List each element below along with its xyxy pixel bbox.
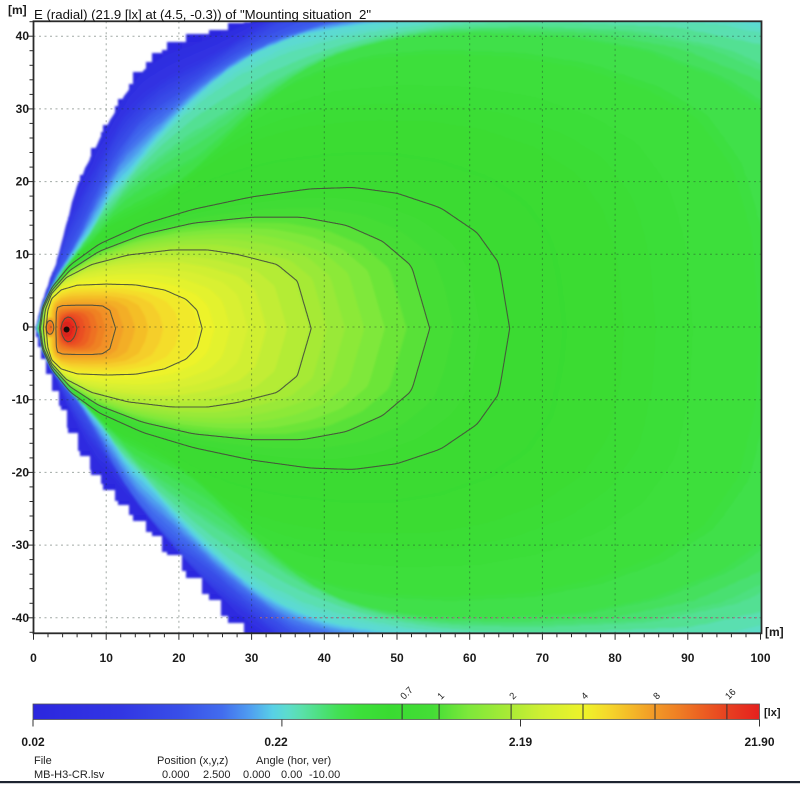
svg-text:2.500: 2.500: [203, 769, 231, 781]
svg-text:0: 0: [22, 320, 29, 334]
svg-text:10: 10: [100, 651, 114, 665]
svg-text:0.000: 0.000: [162, 769, 190, 781]
svg-text:MB-H3-CR.lsv: MB-H3-CR.lsv: [34, 769, 105, 781]
svg-text:-30: -30: [12, 538, 30, 552]
svg-text:[lx]: [lx]: [764, 707, 781, 719]
svg-text:10: 10: [16, 247, 30, 261]
svg-text:-20: -20: [12, 465, 30, 479]
svg-text:90: 90: [681, 651, 695, 665]
svg-text:80: 80: [608, 651, 622, 665]
svg-text:E (radial) (21.9 [lx] at (4.5,: E (radial) (21.9 [lx] at (4.5, -0.3)) of…: [34, 7, 371, 22]
svg-text:-10.00: -10.00: [309, 769, 340, 781]
svg-text:20: 20: [16, 175, 30, 189]
svg-text:60: 60: [463, 651, 477, 665]
svg-text:30: 30: [245, 651, 259, 665]
svg-text:2: 2: [507, 691, 519, 703]
svg-text:-10: -10: [12, 393, 30, 407]
svg-text:0.000: 0.000: [243, 769, 271, 781]
svg-text:0.02: 0.02: [21, 735, 45, 749]
svg-text:20: 20: [172, 651, 186, 665]
svg-text:Angle (hor, ver): Angle (hor, ver): [256, 755, 331, 767]
svg-text:Position (x,y,z): Position (x,y,z): [157, 755, 228, 767]
svg-text:0.00: 0.00: [281, 769, 302, 781]
svg-text:-40: -40: [12, 611, 30, 625]
svg-text:40: 40: [16, 29, 30, 43]
svg-text:0.22: 0.22: [264, 735, 288, 749]
svg-text:File: File: [34, 755, 52, 767]
svg-text:40: 40: [318, 651, 332, 665]
svg-text:[m]: [m]: [765, 625, 784, 639]
svg-text:100: 100: [750, 651, 770, 665]
svg-text:2.19: 2.19: [509, 735, 533, 749]
svg-text:4: 4: [579, 691, 591, 703]
svg-text:30: 30: [16, 102, 30, 116]
svg-text:1: 1: [435, 691, 447, 703]
svg-text:50: 50: [390, 651, 404, 665]
svg-text:[m]: [m]: [8, 3, 27, 17]
svg-text:8: 8: [651, 691, 663, 703]
svg-text:21.90: 21.90: [744, 735, 774, 749]
svg-text:70: 70: [536, 651, 550, 665]
svg-text:0: 0: [30, 651, 37, 665]
